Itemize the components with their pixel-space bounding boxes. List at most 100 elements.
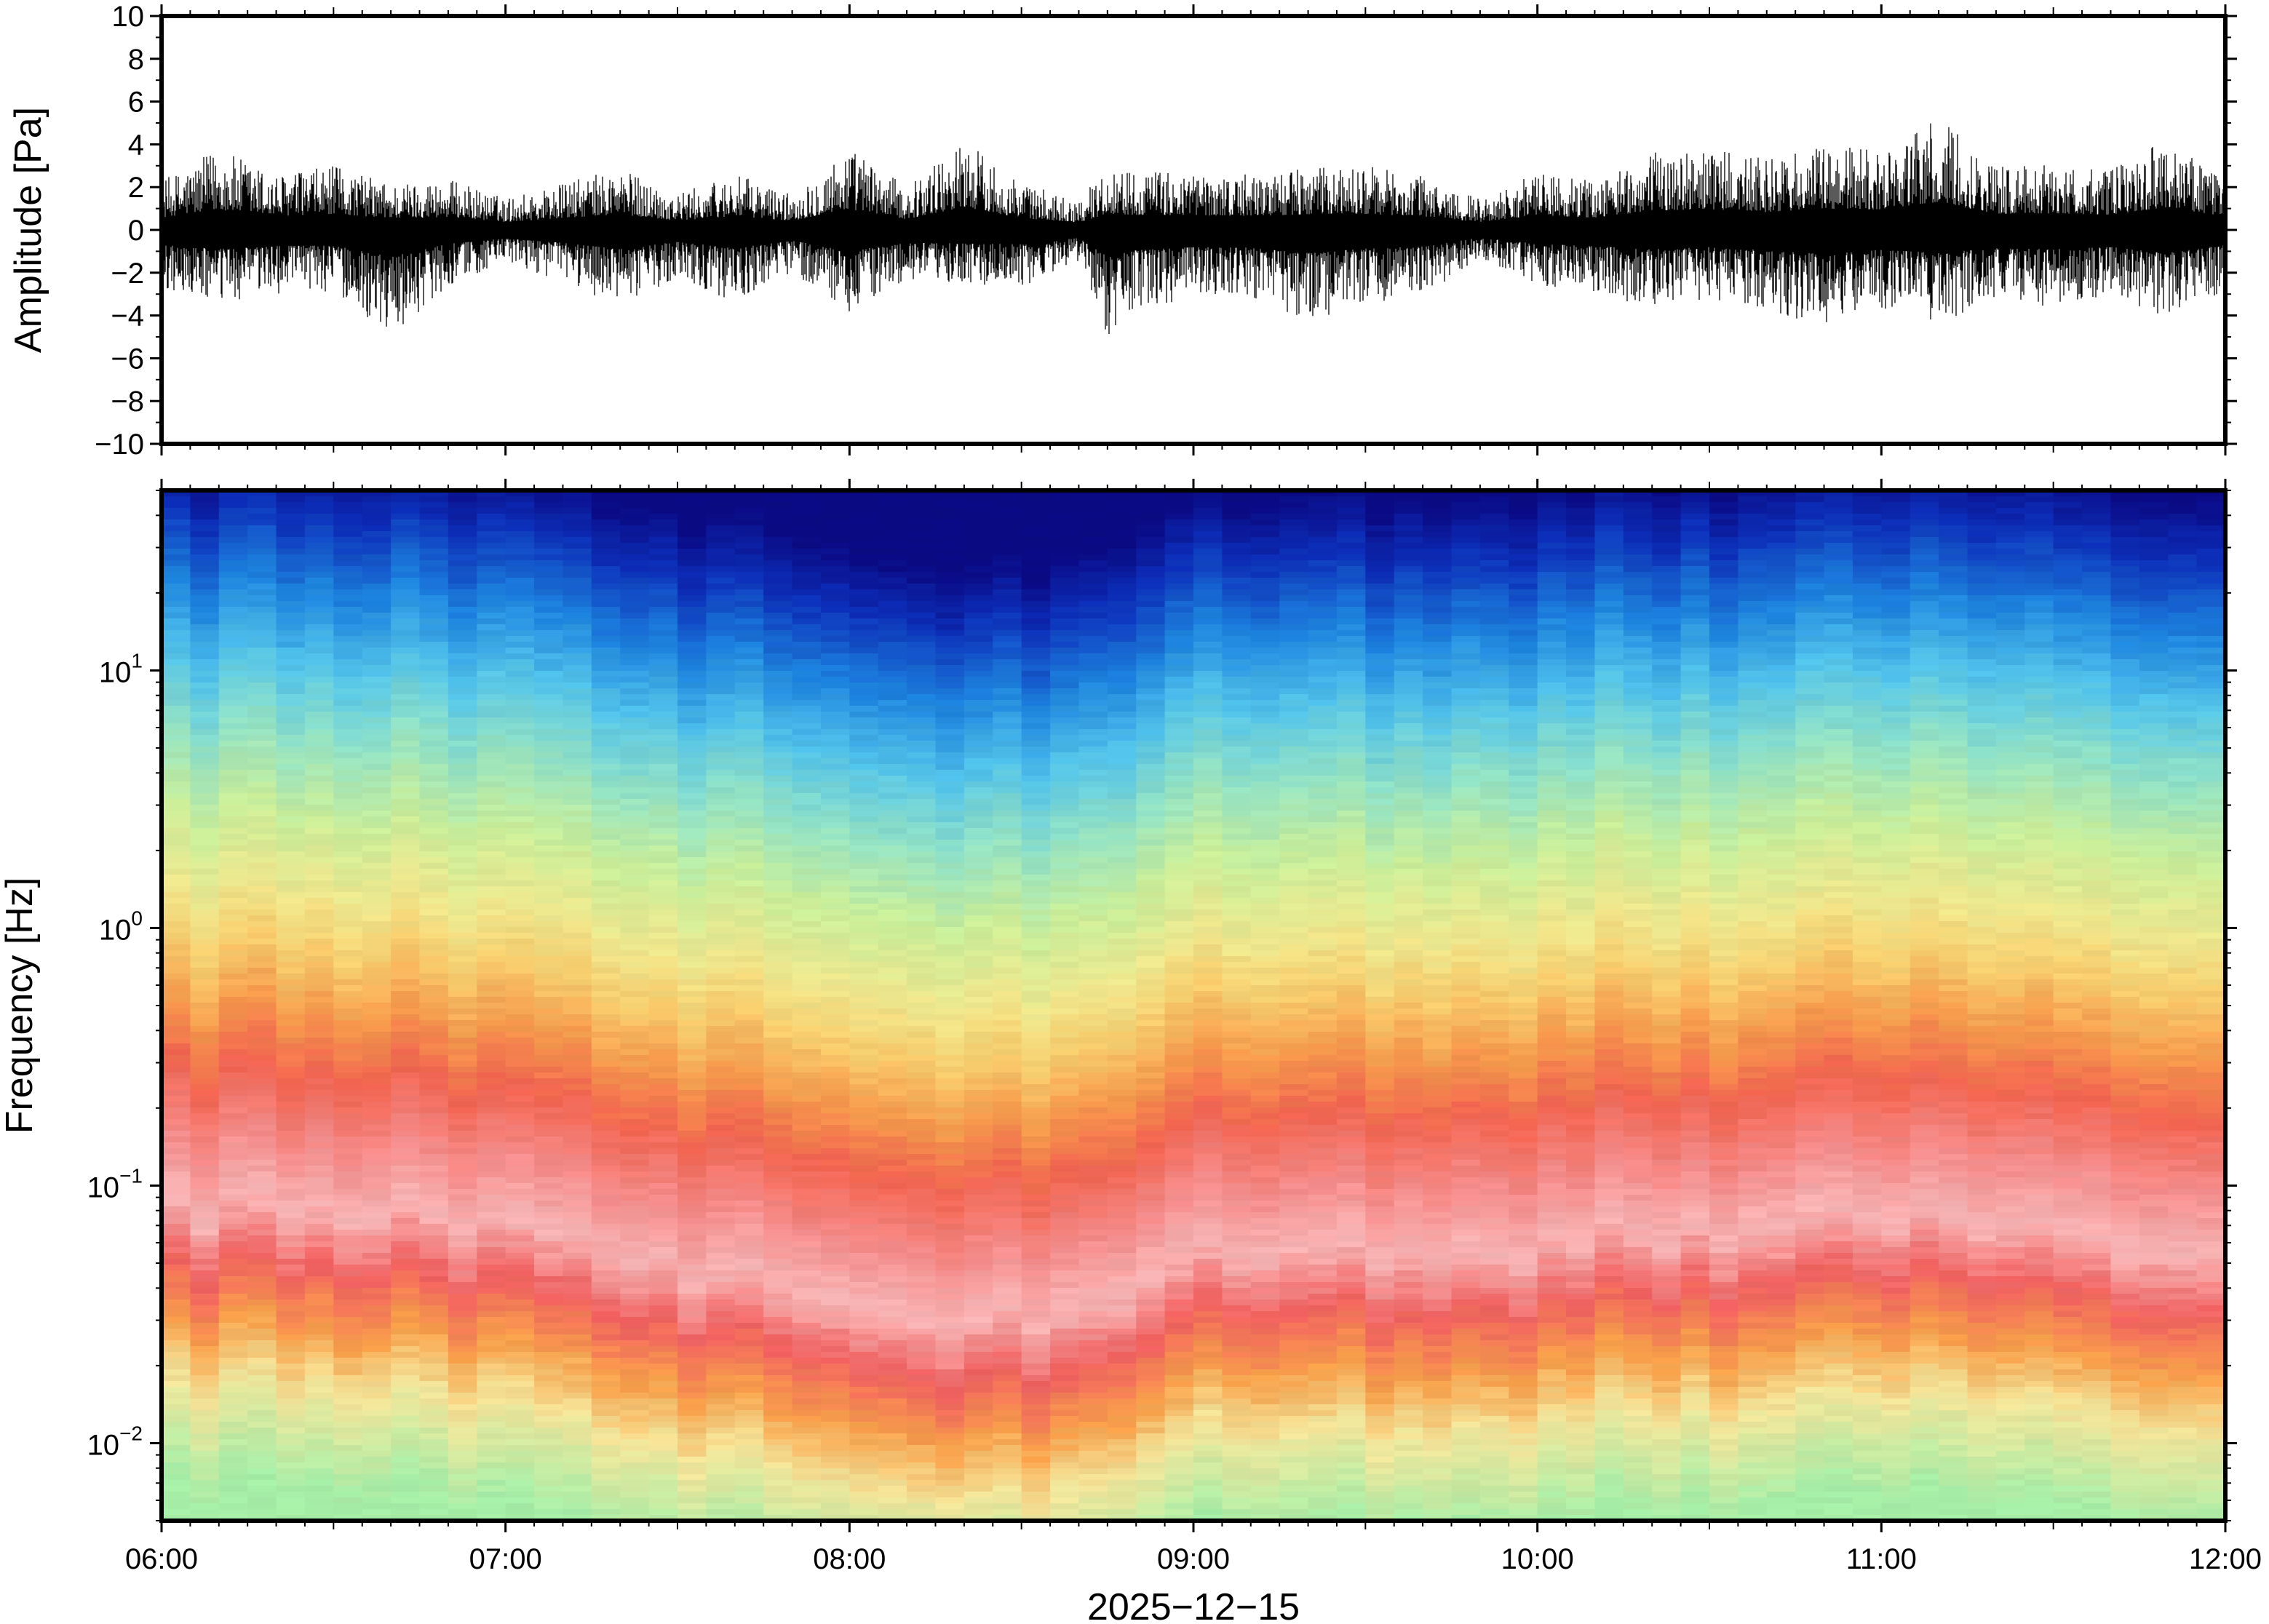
spectrogram-cell: [162, 595, 191, 602]
spectrogram-cell: [304, 1096, 335, 1102]
spectrogram-cell: [419, 566, 449, 573]
spectrogram-cell: [448, 1486, 478, 1492]
spectrogram-cell: [391, 904, 421, 910]
spectrogram-cell: [304, 1259, 335, 1265]
spectrogram-cell: [505, 1288, 535, 1294]
spectrogram-cell: [620, 776, 650, 782]
spectrogram-cell: [247, 1020, 277, 1027]
spectrogram-cell: [734, 712, 764, 718]
spectrogram-cell: [391, 682, 421, 689]
spectrogram-cell: [276, 1038, 306, 1044]
spectrogram-cell: [276, 770, 306, 776]
spectrogram-cell: [419, 1323, 449, 1329]
spectrogram-cell: [591, 933, 621, 939]
spectrogram-cell: [448, 613, 478, 619]
spectrogram-cell: [591, 979, 621, 986]
spectrogram-cell: [362, 840, 392, 846]
spectrogram-cell: [907, 741, 937, 747]
spectrogram-cell: [648, 624, 678, 631]
spectrogram-cell: [477, 909, 506, 916]
spectrogram-cell: [563, 1049, 592, 1056]
spectrogram-cell: [333, 1497, 363, 1504]
spectrogram-cell: [677, 1265, 707, 1271]
spectrogram-cell: [391, 1509, 421, 1516]
spectrogram-cell: [763, 1503, 793, 1510]
spectrogram-cell: [734, 1387, 764, 1393]
spectrogram-cell: [706, 1288, 736, 1294]
spectrogram-cell: [534, 1474, 564, 1481]
spectrogram-cell: [333, 1026, 363, 1032]
spectrogram-cell: [907, 1428, 937, 1434]
spectrogram-cell: [218, 566, 248, 573]
spectrogram-cell: [448, 1003, 478, 1009]
spectrogram-column: [591, 490, 621, 1521]
spectrogram-cell: [820, 1416, 851, 1422]
spectrogram-cell: [247, 875, 277, 881]
spectrogram-cell: [505, 904, 535, 910]
spectrogram-cell: [677, 1398, 707, 1405]
spectrogram-cell: [591, 1224, 621, 1230]
spectrogram-cell: [505, 781, 535, 788]
spectrogram-cell: [849, 1480, 879, 1486]
spectrogram-cell: [648, 700, 678, 706]
spectrogram-cell: [563, 490, 592, 497]
spectrogram-cell: [648, 898, 678, 904]
spectrogram-cell: [276, 991, 306, 998]
spectrogram-cell: [878, 776, 907, 782]
spectrogram-cell: [792, 851, 822, 858]
spectrogram-cell: [563, 1218, 592, 1225]
spectrogram-cell: [419, 1352, 449, 1358]
spectrogram-cell: [448, 758, 478, 765]
spectrogram-cell: [304, 834, 335, 840]
spectrogram-cell: [276, 1096, 306, 1102]
spectrogram-cell: [391, 834, 421, 840]
spectrogram-cell: [677, 822, 707, 829]
spectrogram-cell: [276, 671, 306, 677]
spectrogram-cell: [820, 1259, 851, 1265]
spectrogram-cell: [534, 1148, 564, 1155]
spectrogram-cell: [907, 1166, 937, 1172]
spectrogram-cell: [591, 857, 621, 864]
spectrogram-cell: [333, 776, 363, 782]
spectrogram-cell: [304, 1084, 335, 1091]
spectrogram-cell: [218, 723, 248, 730]
spectrogram-cell: [276, 712, 306, 718]
spectrogram-cell: [706, 1137, 736, 1143]
spectrogram-cell: [591, 1102, 621, 1108]
spectrogram-cell: [677, 1416, 707, 1422]
spectrogram-cell: [792, 985, 822, 992]
spectrogram-cell: [849, 1486, 879, 1492]
spectrogram-cell: [477, 508, 506, 514]
spectrogram-cell: [534, 607, 564, 613]
spectrogram-cell: [648, 1416, 678, 1422]
spectrogram-cell: [734, 502, 764, 509]
spectrogram-cell: [333, 979, 363, 986]
spectrogram-cell: [247, 933, 277, 939]
spectrogram-cell: [190, 1422, 220, 1428]
spectrogram-cell: [620, 1201, 650, 1207]
spectrogram-cell: [391, 508, 421, 514]
spectrogram-cell: [563, 816, 592, 823]
spectrogram-column: [677, 490, 707, 1521]
spectrogram-cell: [677, 1334, 707, 1341]
spectrogram-cell: [734, 636, 764, 642]
spectrogram-cell: [563, 880, 592, 887]
spectrogram-column: [849, 490, 879, 1521]
spectrogram-cell: [304, 1055, 335, 1062]
spectrogram-cell: [218, 665, 248, 672]
spectrogram-cell: [162, 700, 191, 706]
spectrogram-cell: [419, 834, 449, 840]
spectrogram-column: [878, 490, 907, 1521]
spectrogram-cell: [706, 1282, 736, 1289]
spectrogram-cell: [677, 1078, 707, 1085]
spectrogram-cell: [162, 624, 191, 631]
spectrogram-cell: [763, 502, 793, 509]
spectrogram-cell: [563, 735, 592, 741]
spectrogram-cell: [620, 1276, 650, 1283]
spectrogram-cell: [734, 770, 764, 776]
spectrogram-cell: [448, 560, 478, 567]
spectrogram-image: [162, 490, 2225, 1521]
spectrogram-cell: [820, 1224, 851, 1230]
spectrogram-cell: [591, 1509, 621, 1516]
spectrogram-cell: [391, 1195, 421, 1201]
